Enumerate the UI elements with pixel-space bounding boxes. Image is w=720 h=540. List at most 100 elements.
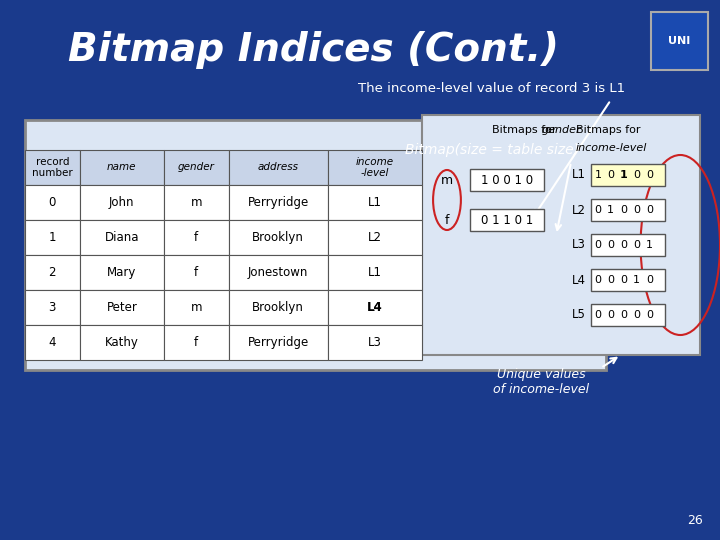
- Text: The income-level value of record 3 is L1: The income-level value of record 3 is L1: [358, 82, 625, 94]
- Bar: [25, 120, 606, 370]
- Text: Bitmap Indices (Cont.): Bitmap Indices (Cont.): [68, 31, 559, 69]
- Bar: [328, 185, 422, 220]
- Text: Brooklyn: Brooklyn: [252, 231, 304, 244]
- Bar: [228, 150, 328, 185]
- Bar: [164, 150, 228, 185]
- Bar: [25, 220, 80, 255]
- Bar: [164, 255, 228, 290]
- Bar: [591, 199, 665, 221]
- Bar: [591, 234, 665, 256]
- Text: 1: 1: [620, 170, 628, 180]
- Text: 0: 0: [646, 170, 653, 180]
- Bar: [80, 325, 164, 360]
- Text: L3: L3: [572, 239, 586, 252]
- Text: Bitmaps for: Bitmaps for: [576, 125, 641, 135]
- Text: Brooklyn: Brooklyn: [252, 301, 304, 314]
- Text: name: name: [107, 163, 137, 172]
- Bar: [164, 185, 228, 220]
- Text: 0: 0: [607, 170, 614, 180]
- Bar: [80, 290, 164, 325]
- Text: Unique values
of income-level: Unique values of income-level: [493, 368, 590, 396]
- Text: 0: 0: [646, 310, 653, 320]
- Text: 0: 0: [49, 196, 56, 209]
- Text: L3: L3: [368, 336, 382, 349]
- Text: 0: 0: [633, 205, 640, 215]
- Bar: [650, 12, 708, 70]
- Text: m: m: [191, 196, 202, 209]
- Text: m: m: [191, 301, 202, 314]
- Text: f: f: [194, 266, 199, 279]
- Text: Perryridge: Perryridge: [248, 196, 309, 209]
- Bar: [470, 169, 544, 191]
- Text: Kathy: Kathy: [105, 336, 139, 349]
- Bar: [228, 325, 328, 360]
- Text: L5: L5: [572, 308, 586, 321]
- Text: 1: 1: [607, 205, 614, 215]
- Bar: [328, 220, 422, 255]
- Text: record
number: record number: [32, 157, 73, 178]
- Text: income
-level: income -level: [356, 157, 394, 178]
- Text: L4: L4: [572, 273, 586, 287]
- Text: 4: 4: [48, 336, 56, 349]
- Text: UNI: UNI: [668, 36, 690, 46]
- Text: L1: L1: [368, 266, 382, 279]
- Text: f: f: [194, 336, 199, 349]
- Text: income-level: income-level: [576, 143, 647, 153]
- Text: 0: 0: [607, 275, 614, 285]
- Text: 0: 0: [620, 205, 627, 215]
- Bar: [25, 325, 80, 360]
- Bar: [164, 220, 228, 255]
- Bar: [164, 325, 228, 360]
- Text: Mary: Mary: [107, 266, 137, 279]
- Bar: [25, 185, 80, 220]
- Text: 0: 0: [607, 240, 614, 250]
- Text: 26: 26: [688, 514, 703, 526]
- Text: L2: L2: [572, 204, 586, 217]
- Text: Diana: Diana: [104, 231, 139, 244]
- Text: 0 1 1 0 1: 0 1 1 0 1: [481, 213, 534, 226]
- Bar: [328, 255, 422, 290]
- Text: L1: L1: [368, 196, 382, 209]
- Text: 0: 0: [595, 240, 601, 250]
- Bar: [328, 150, 422, 185]
- Bar: [591, 164, 665, 186]
- Bar: [328, 325, 422, 360]
- Text: 1: 1: [633, 275, 640, 285]
- Bar: [228, 255, 328, 290]
- Bar: [228, 185, 328, 220]
- Bar: [80, 255, 164, 290]
- Text: 1 0 0 1 0: 1 0 0 1 0: [481, 173, 533, 186]
- Bar: [80, 150, 164, 185]
- Text: 2: 2: [48, 266, 56, 279]
- Bar: [80, 220, 164, 255]
- Text: f: f: [445, 213, 449, 226]
- Text: Jonestown: Jonestown: [248, 266, 308, 279]
- Text: 0: 0: [620, 310, 627, 320]
- Bar: [228, 290, 328, 325]
- Text: 1: 1: [595, 170, 601, 180]
- Text: Bitmap(size = table size): Bitmap(size = table size): [405, 143, 579, 157]
- Text: 0: 0: [633, 240, 640, 250]
- Text: 0: 0: [633, 170, 640, 180]
- Bar: [25, 150, 80, 185]
- Text: 3: 3: [49, 301, 56, 314]
- Text: Perryridge: Perryridge: [248, 336, 309, 349]
- Text: L1: L1: [572, 168, 586, 181]
- Bar: [328, 290, 422, 325]
- Text: gender: gender: [541, 125, 581, 135]
- Bar: [422, 115, 700, 355]
- Bar: [80, 185, 164, 220]
- Text: 0: 0: [607, 310, 614, 320]
- Bar: [228, 220, 328, 255]
- Text: 1: 1: [646, 240, 653, 250]
- Text: 0: 0: [633, 310, 640, 320]
- Text: 1: 1: [48, 231, 56, 244]
- Text: 0: 0: [595, 310, 601, 320]
- Bar: [470, 209, 544, 231]
- Bar: [591, 269, 665, 291]
- Text: John: John: [109, 196, 135, 209]
- Text: Bitmaps for: Bitmaps for: [492, 125, 559, 135]
- Text: gender: gender: [178, 163, 215, 172]
- Text: 0: 0: [646, 205, 653, 215]
- Bar: [25, 290, 80, 325]
